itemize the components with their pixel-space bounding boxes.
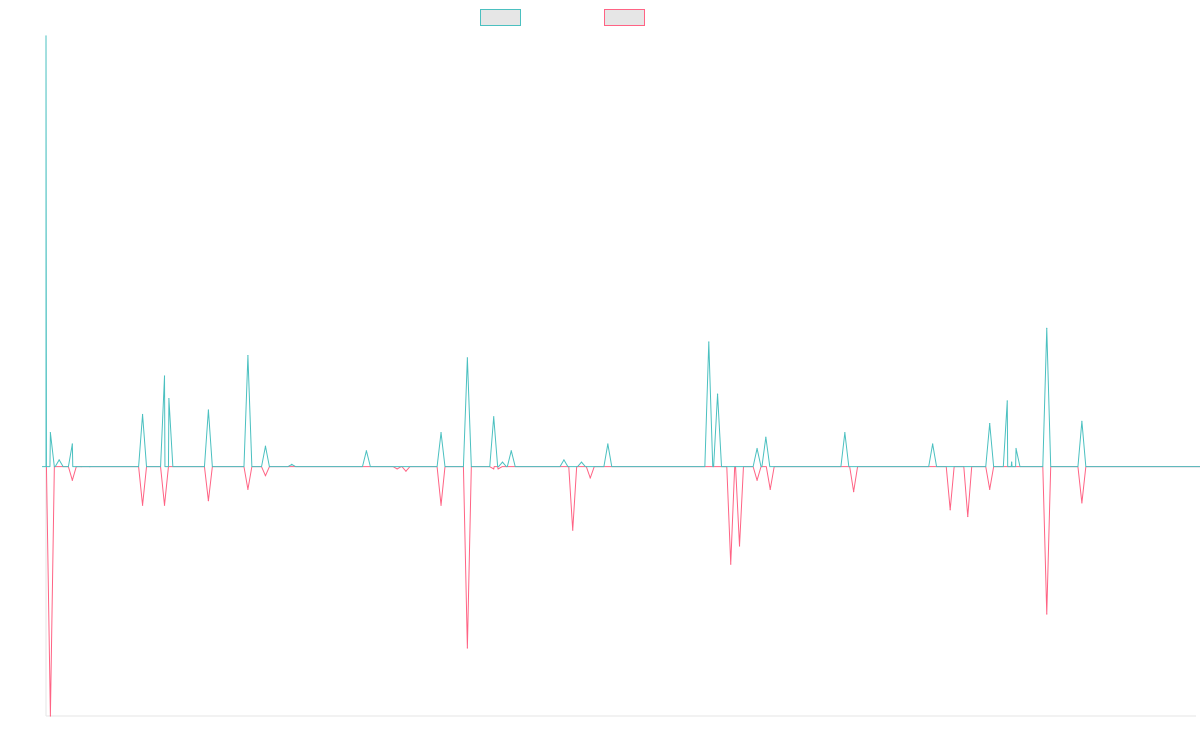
data-point-2-26: [1081, 502, 1083, 504]
data-point-2-9: [396, 468, 398, 470]
data-point-1-10: [207, 409, 210, 411]
data-point-1-4: [71, 443, 73, 445]
data-point-1-13: [291, 463, 293, 465]
data-point-1-33: [1046, 327, 1048, 329]
data-point-1-16: [466, 357, 468, 359]
data-point-1-5: [76, 466, 78, 468]
data-point-1-19: [510, 450, 512, 452]
data-point-1-26: [765, 436, 767, 438]
data-point-2-19: [756, 479, 758, 481]
data-point-1-34: [1081, 420, 1083, 422]
data-point-1-17: [493, 416, 495, 418]
data-point-2-2: [71, 479, 73, 481]
data-point-1-1: [45, 35, 47, 37]
data-point-2-15: [572, 529, 574, 531]
legend: [480, 9, 645, 26]
data-point-2-5: [163, 504, 166, 506]
data-point-2-10: [405, 470, 407, 472]
legend-swatch-2[interactable]: [604, 9, 645, 26]
data-point-2-7: [247, 488, 249, 490]
data-point-2-20: [769, 488, 771, 490]
data-point-1-23: [708, 341, 710, 343]
data-point-1-24: [716, 393, 719, 395]
axes: [45, 36, 1196, 717]
data-point-1-3: [58, 459, 60, 461]
data-point-2-21: [853, 491, 855, 493]
data-point-1-31: [1011, 461, 1013, 463]
data-point-1-11: [247, 355, 249, 357]
data-point-2-17: [730, 563, 732, 565]
data-point-2-1: [49, 715, 51, 717]
data-point-1-8: [163, 375, 166, 377]
data-point-1-22: [607, 443, 609, 445]
data-point-2-13: [493, 468, 495, 470]
data-point-1-29: [989, 423, 991, 425]
series-2: [45, 466, 1200, 717]
data-point-2-12: [466, 647, 468, 649]
data-point-2-8: [264, 475, 267, 477]
data-point-1-6: [89, 466, 91, 468]
data-point-1-12: [264, 445, 267, 447]
data-point-1-27: [844, 432, 846, 434]
data-point-1-15: [440, 432, 442, 434]
series-line-2: [45, 466, 1200, 717]
data-point-1-18: [501, 461, 504, 463]
series-line-1: [42, 35, 1200, 468]
data-point-1-21: [580, 461, 583, 463]
data-point-2-16: [589, 477, 591, 479]
data-point-1-32: [1015, 447, 1017, 450]
data-point-2-14: [497, 468, 499, 470]
data-point-1-2: [49, 432, 51, 434]
series-1: [42, 35, 1200, 468]
data-point-2-4: [141, 504, 144, 506]
data-point-2-22: [949, 509, 951, 511]
data-point-2-23: [967, 515, 969, 518]
data-point-2-25: [1046, 613, 1048, 615]
series-layer: [42, 35, 1200, 717]
data-point-1-7: [141, 413, 144, 416]
legend-swatch-1[interactable]: [480, 9, 521, 26]
data-point-2-18: [738, 545, 741, 547]
data-point-1-14: [365, 450, 368, 452]
data-point-1-9: [168, 398, 170, 400]
data-point-1-20: [563, 459, 565, 461]
data-point-1-30: [1006, 400, 1008, 402]
data-point-2-24: [989, 488, 991, 490]
data-point-1-25: [756, 447, 758, 450]
data-point-2-11: [440, 504, 442, 506]
data-point-1-28: [932, 443, 934, 445]
data-point-2-6: [207, 500, 210, 502]
